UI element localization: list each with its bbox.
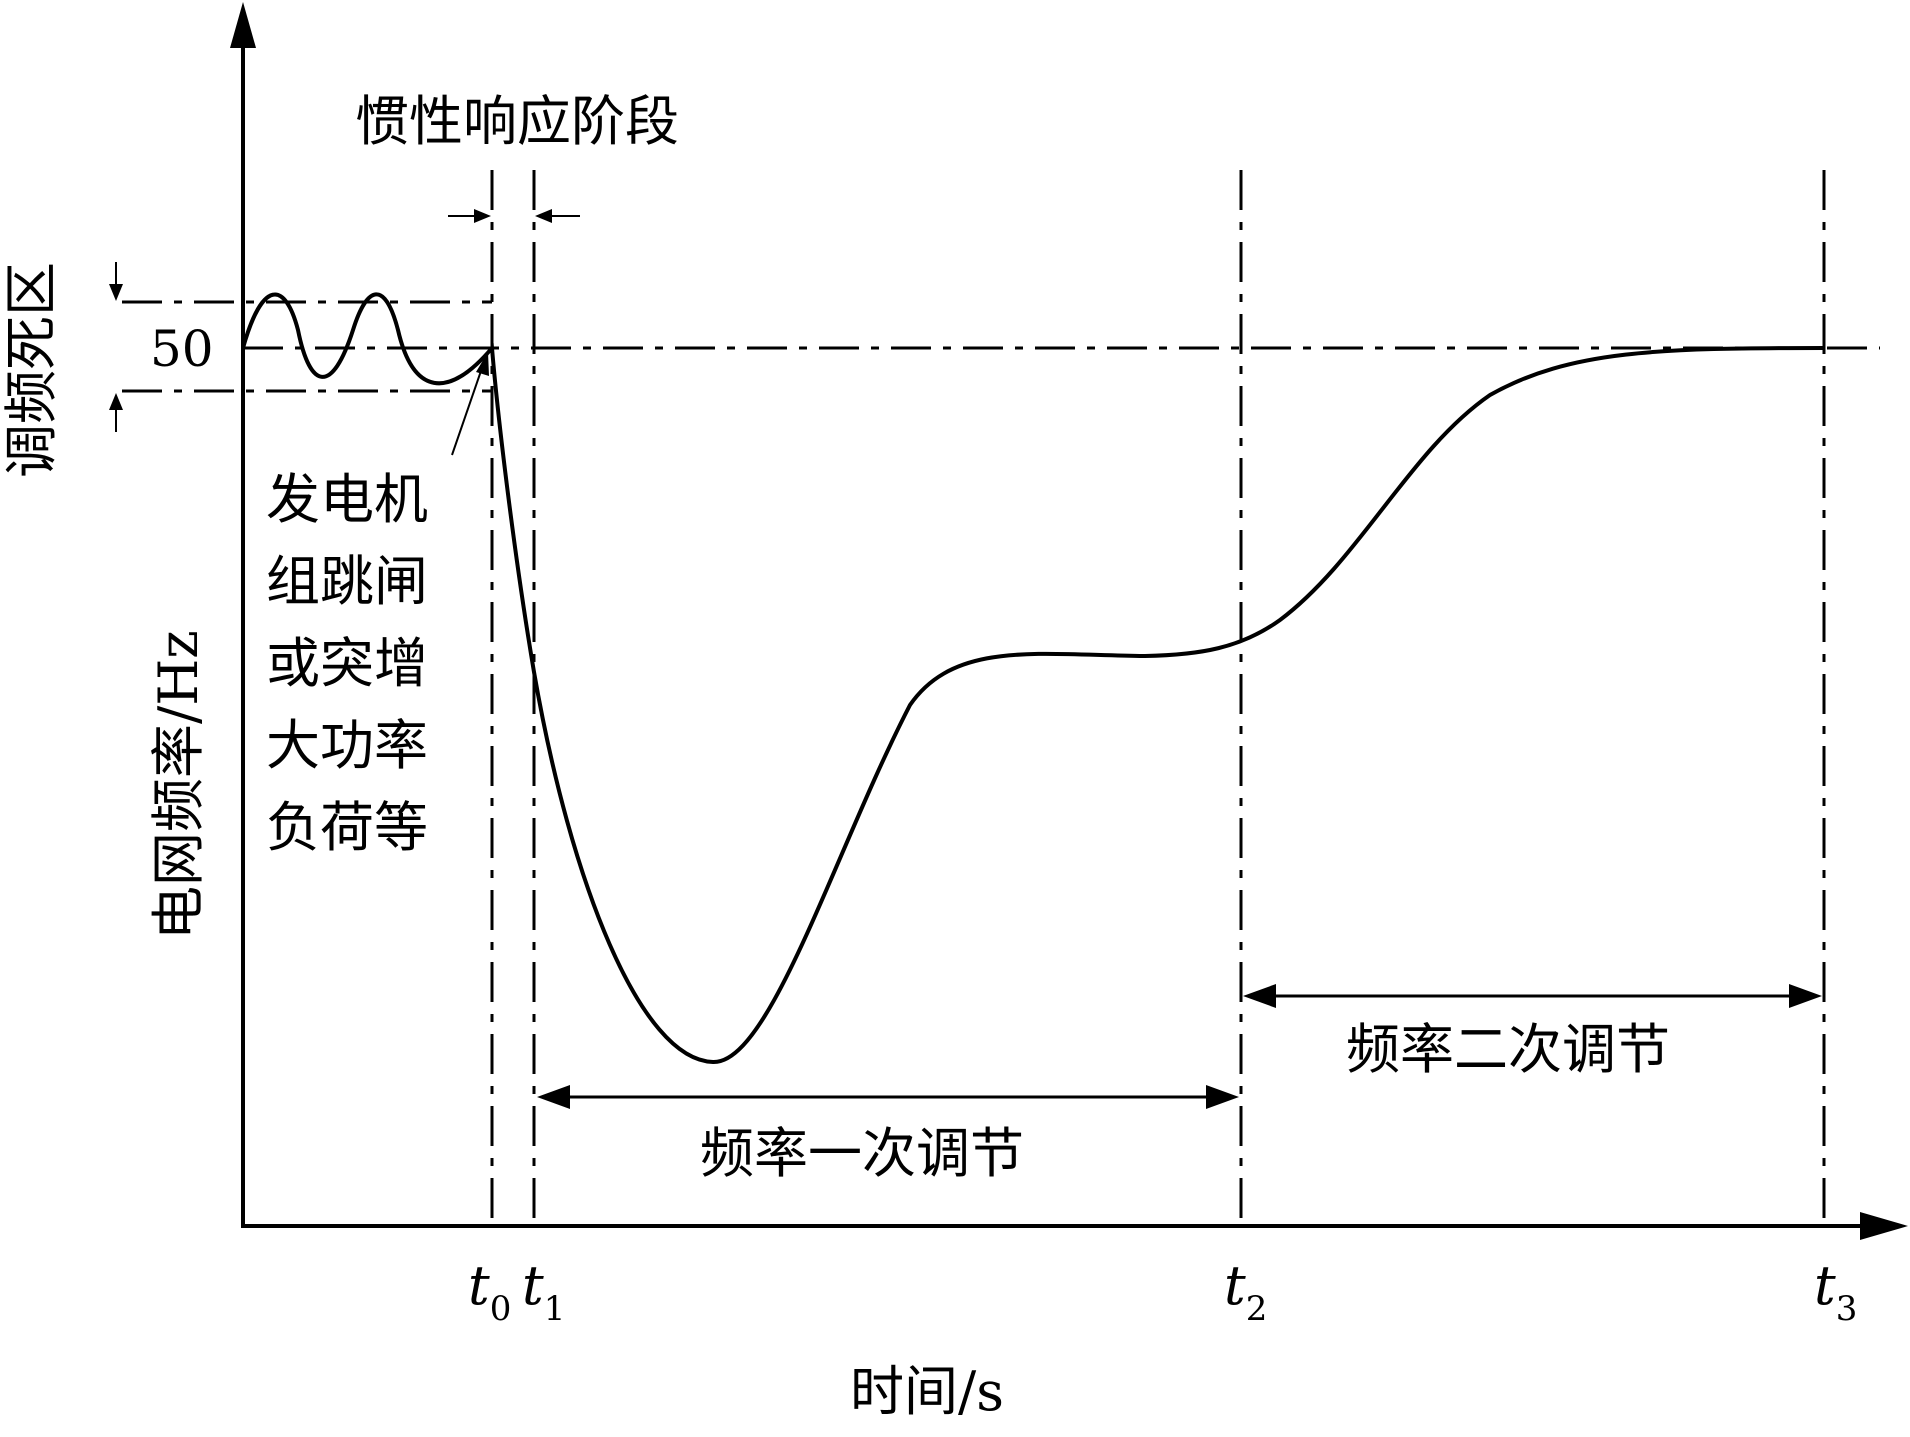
tick-t1: t1: [522, 1254, 565, 1329]
event-line: 负荷等: [266, 796, 428, 859]
inertia-phase-label: 惯性响应阶段: [355, 90, 679, 153]
secondary-regulation-label: 频率二次调节: [1346, 1018, 1670, 1081]
event-pointer-arrow: [451, 352, 489, 456]
y-axis-arrow-icon: [230, 2, 256, 48]
event-line: 大功率: [266, 714, 428, 777]
dead-band-label: 调频死区: [0, 262, 63, 478]
secondary-regulation-arrow: [1243, 984, 1822, 1008]
event-label: 发电机 组跳闸 或突增 大功率 负荷等: [266, 468, 428, 859]
y-axis: [230, 2, 256, 1228]
x-axis-label: 时间/s: [850, 1360, 1004, 1423]
event-line: 发电机: [266, 468, 428, 531]
event-line: 组跳闸: [266, 550, 428, 613]
y-tick-50: 50: [150, 320, 214, 378]
tick-t2: t2: [1224, 1254, 1267, 1329]
y-axis-label: 电网频率/Hz: [147, 630, 210, 940]
primary-regulation-label: 频率一次调节: [700, 1122, 1024, 1185]
x-axis: [243, 1212, 1908, 1240]
tick-t0: t0: [468, 1254, 511, 1329]
tick-t3: t3: [1814, 1254, 1857, 1329]
primary-regulation-arrow: [537, 1085, 1239, 1109]
event-line: 或突增: [266, 632, 428, 695]
x-axis-arrow-icon: [1860, 1212, 1908, 1240]
frequency-curve: [241, 292, 1825, 1065]
dead-band-arrows: [109, 262, 123, 432]
inertia-phase-arrows: [448, 209, 580, 223]
